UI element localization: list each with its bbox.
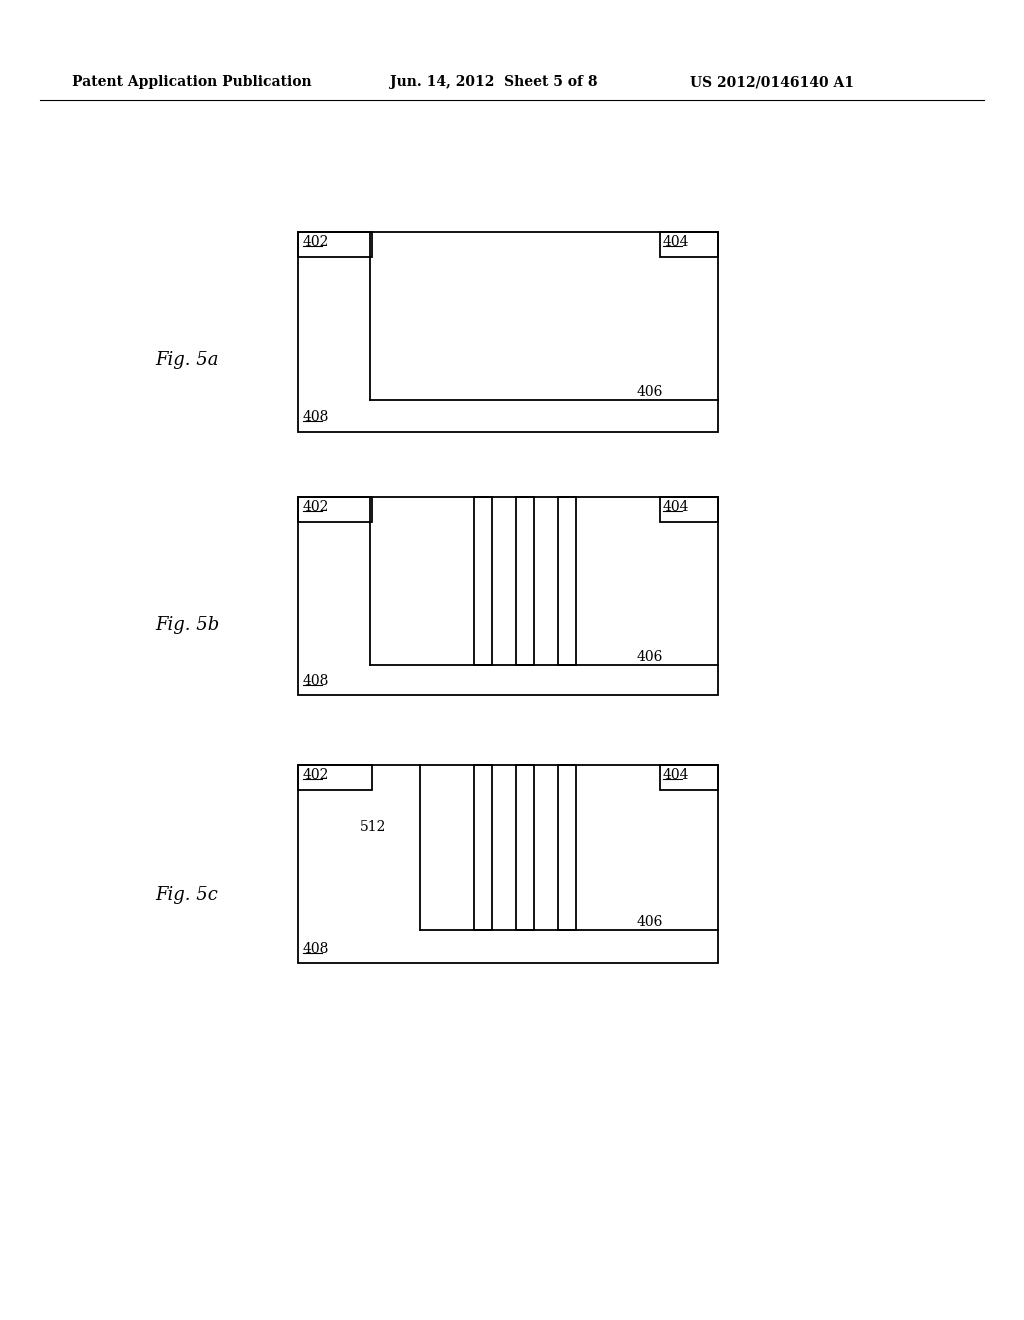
Text: 406: 406	[637, 385, 664, 399]
Text: US 2012/0146140 A1: US 2012/0146140 A1	[690, 75, 854, 88]
Bar	[298, 232, 718, 432]
Text: 512: 512	[360, 820, 386, 834]
Bar	[516, 498, 534, 665]
Bar	[298, 232, 372, 257]
Text: 408: 408	[303, 411, 330, 424]
Text: 408: 408	[303, 675, 330, 688]
Bar	[474, 498, 492, 665]
Text: 406: 406	[637, 915, 664, 929]
Bar	[558, 766, 575, 931]
Text: 404: 404	[663, 768, 689, 781]
Bar	[516, 766, 534, 931]
Bar	[298, 498, 718, 696]
Text: Fig. 5a: Fig. 5a	[155, 351, 218, 370]
Text: 404: 404	[663, 500, 689, 513]
Text: Jun. 14, 2012  Sheet 5 of 8: Jun. 14, 2012 Sheet 5 of 8	[390, 75, 597, 88]
Text: 402: 402	[303, 768, 330, 781]
Text: Patent Application Publication: Patent Application Publication	[72, 75, 311, 88]
Text: 402: 402	[303, 235, 330, 249]
Text: 406: 406	[637, 649, 664, 664]
Text: 404: 404	[663, 235, 689, 249]
Bar	[660, 766, 718, 789]
Text: 402: 402	[303, 500, 330, 513]
Text: Fig. 5b: Fig. 5b	[155, 616, 219, 634]
Bar	[558, 498, 575, 665]
Bar	[298, 766, 372, 789]
Bar	[660, 232, 718, 257]
Text: Fig. 5c: Fig. 5c	[155, 886, 218, 904]
Bar	[660, 498, 718, 521]
Bar	[298, 498, 372, 521]
Bar	[474, 766, 492, 931]
Text: 408: 408	[303, 942, 330, 956]
Bar	[298, 766, 718, 964]
